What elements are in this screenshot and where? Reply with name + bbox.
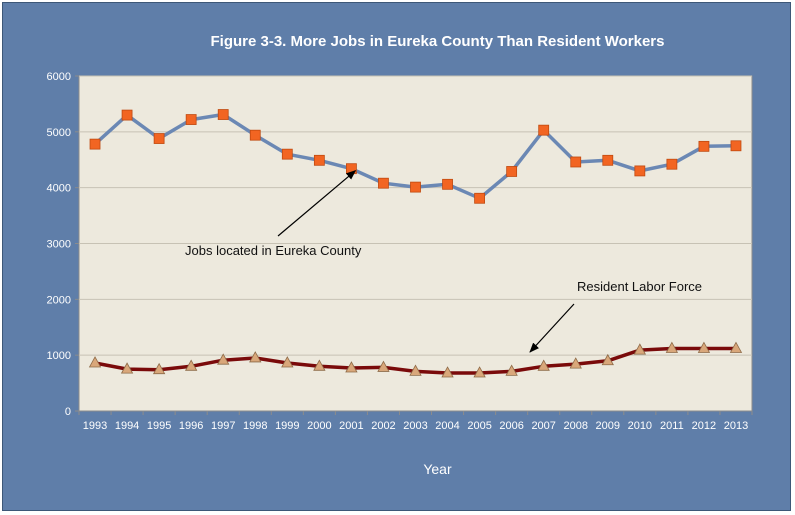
y-tick-label: 4000 — [47, 183, 71, 195]
data-point — [185, 114, 197, 125]
data-point — [538, 124, 550, 136]
x-axis-ticks: 1993 1994 1995 1996 1997 1998 1999 2000 2001 2002… — [83, 420, 748, 432]
annotation-jobs: Jobs located in Eureka County — [185, 243, 362, 258]
data-point — [249, 129, 261, 141]
x-tick-label: 2007 — [531, 420, 555, 432]
data-point — [121, 109, 133, 121]
data-point — [505, 364, 518, 376]
data-point — [633, 343, 647, 355]
data-point — [217, 353, 230, 365]
data-point — [89, 138, 101, 150]
x-tick-label: 1995 — [147, 420, 171, 432]
data-point — [345, 361, 358, 373]
data-point — [537, 359, 550, 371]
data-point — [313, 154, 325, 166]
x-tick-label: 2004 — [435, 420, 459, 432]
data-point — [697, 341, 711, 353]
data-point — [602, 154, 614, 166]
x-tick-label: 1996 — [179, 420, 203, 432]
data-point — [378, 177, 389, 189]
data-point — [88, 356, 102, 368]
annotation-arrow-labor — [529, 303, 575, 353]
x-axis-label: Year — [423, 461, 452, 477]
y-tick-label: 3000 — [47, 239, 71, 251]
x-tick-label: 2011 — [660, 420, 684, 432]
data-point — [217, 109, 229, 120]
series-group — [88, 109, 743, 378]
annotation-arrow-jobs — [277, 170, 357, 237]
data-point — [441, 366, 454, 378]
data-point — [601, 353, 614, 366]
data-point — [698, 140, 710, 152]
data-point — [665, 341, 679, 353]
x-tick-label: 2010 — [628, 420, 652, 432]
data-point — [281, 356, 294, 368]
data-point — [570, 156, 582, 168]
data-point — [474, 192, 485, 204]
x-tick-label: 1994 — [115, 420, 139, 432]
y-tick-label: 6000 — [47, 71, 71, 83]
data-point — [634, 165, 646, 177]
x-tick-label: 2001 — [339, 420, 363, 432]
data-point — [410, 181, 421, 193]
y-tick-label: 5000 — [47, 127, 71, 139]
data-point — [473, 366, 486, 378]
x-tick-label: 1993 — [83, 420, 107, 432]
data-point — [249, 351, 262, 363]
chart-title: Figure 3-3. More Jobs in Eureka County T… — [210, 33, 665, 50]
annotations: Jobs located in Eureka County Resident L… — [185, 170, 702, 353]
x-tick-label: 2002 — [371, 420, 395, 432]
x-tick-label: 1998 — [243, 420, 267, 432]
x-tick-label: 2003 — [403, 420, 427, 432]
data-point — [346, 163, 357, 175]
y-tick-label: 2000 — [47, 294, 71, 306]
gridlines — [75, 75, 753, 415]
y-tick-label: 0 — [65, 406, 71, 418]
x-tick-label: 1997 — [211, 420, 235, 432]
y-tick-label: 1000 — [47, 350, 71, 362]
data-point — [120, 362, 134, 374]
data-point — [442, 178, 453, 190]
data-point — [313, 359, 326, 371]
data-point — [729, 341, 743, 353]
x-tick-label: 2005 — [467, 420, 491, 432]
data-point — [409, 364, 422, 376]
data-point — [666, 158, 678, 170]
x-tick-label: 1999 — [275, 420, 299, 432]
y-axis-ticks: 0 1000 2000 3000 4000 5000 6000 — [47, 71, 71, 418]
data-point — [506, 166, 518, 177]
data-point — [377, 360, 390, 372]
data-point — [730, 140, 742, 152]
x-tick-label: 2006 — [499, 420, 523, 432]
data-point — [281, 148, 293, 160]
data-point — [153, 133, 165, 144]
x-tick-label: 2009 — [596, 420, 620, 432]
data-point — [569, 357, 582, 369]
x-tick-label: 2012 — [692, 420, 716, 432]
data-point — [184, 359, 198, 371]
x-tick-label: 2000 — [307, 420, 331, 432]
x-tick-label: 2008 — [563, 420, 587, 432]
data-point — [152, 362, 166, 375]
x-tick-label: 2013 — [724, 420, 748, 432]
annotation-labor: Resident Labor Force — [577, 279, 702, 294]
